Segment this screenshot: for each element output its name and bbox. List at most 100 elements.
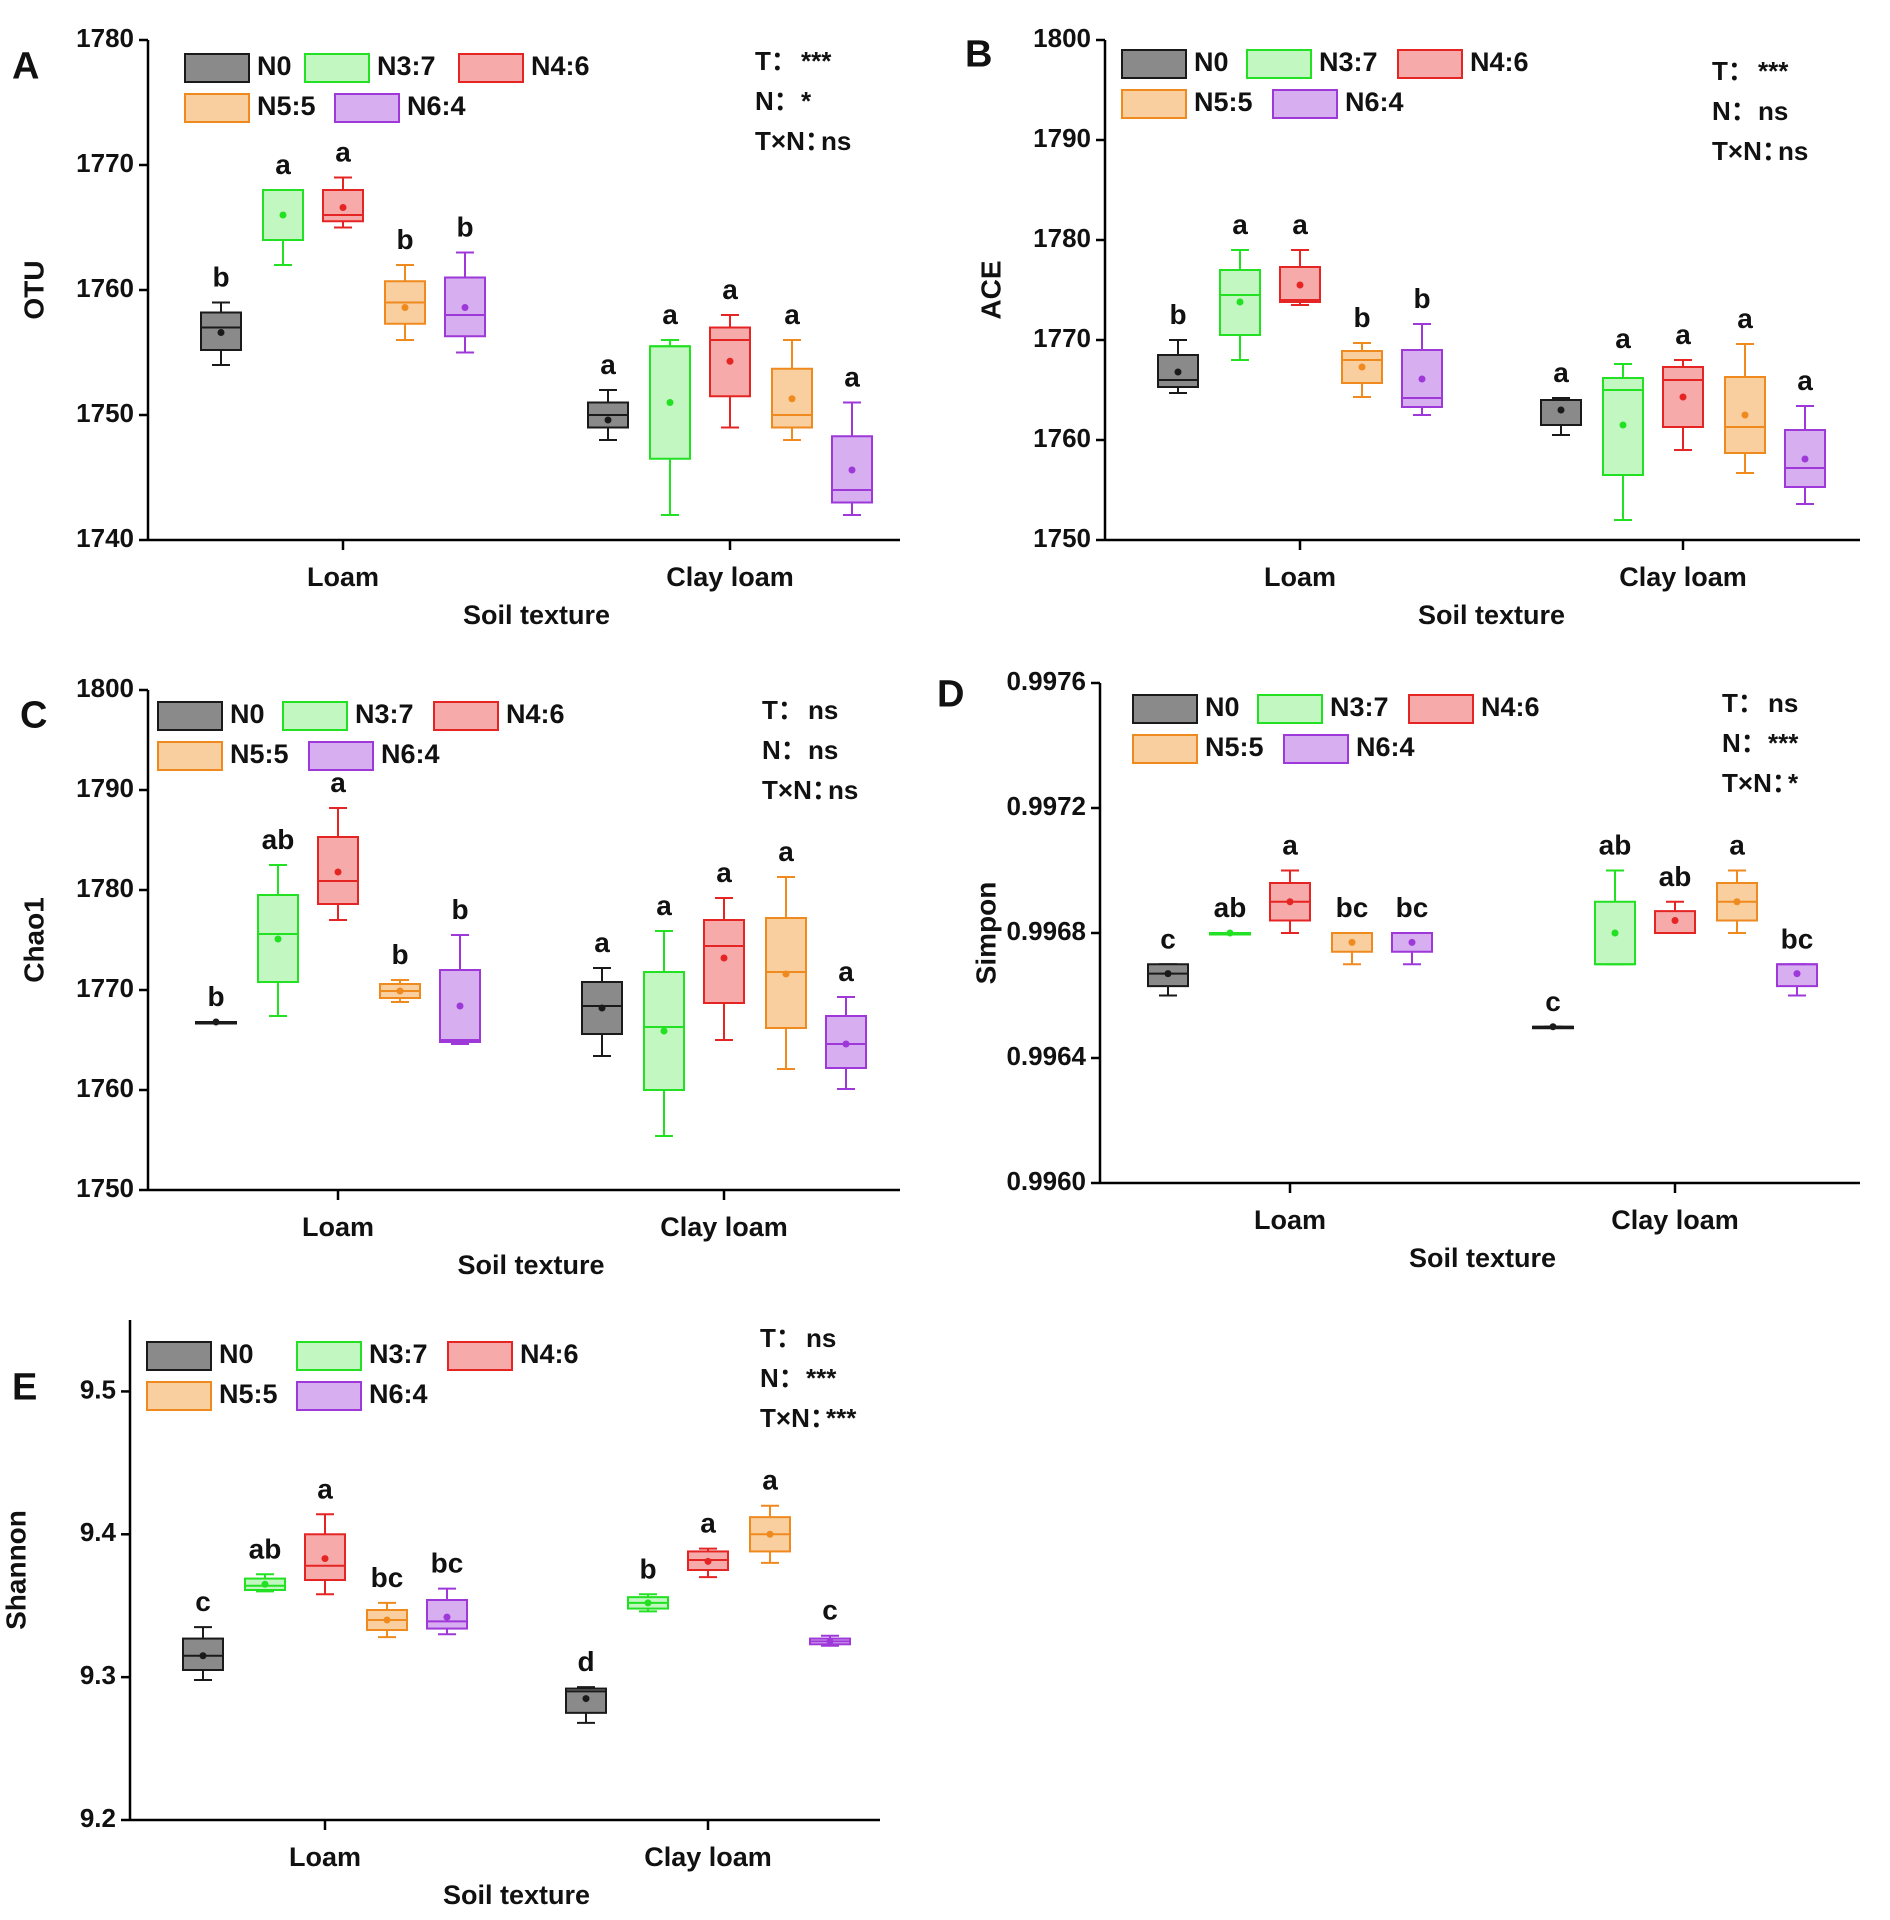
significance-letter: d — [577, 1646, 594, 1677]
significance-letter: a — [1737, 303, 1753, 334]
box-mean-point — [1611, 929, 1619, 937]
legend-item-N6-4: N6:4 — [334, 91, 466, 123]
legend-item-N0: N0 — [1121, 47, 1229, 79]
significance-letter: ab — [249, 1533, 282, 1564]
legend-label: N4:6 — [1470, 47, 1529, 77]
legend-label: N0 — [1205, 692, 1240, 722]
legend-item-N3-7: N3:7 — [282, 699, 414, 731]
legend-item-N6-4: N6:4 — [1283, 732, 1415, 764]
box-mean-point — [1549, 1023, 1557, 1031]
stat-value: * — [801, 86, 812, 116]
significance-letter: c — [1545, 986, 1561, 1017]
legend-swatch — [184, 93, 250, 123]
legend-label: N5:5 — [1205, 732, 1264, 762]
box-N3-7-loam: a — [1219, 209, 1261, 361]
panel-a: A 1740 1750 1760 1770 1780 OTU Loam Clay loam Soi… — [12, 23, 900, 630]
box-N5-5-clay-loam: a — [765, 836, 807, 1070]
stat-label: T×N： — [1712, 136, 1788, 166]
legend-label: N3:7 — [355, 699, 414, 729]
box-N5-5-loam: b — [384, 224, 426, 341]
legend-swatch — [1408, 694, 1474, 724]
stat-value: ns — [1778, 136, 1808, 166]
y-tick-label: 9.4 — [80, 1517, 117, 1547]
legend-swatch — [1257, 694, 1323, 724]
stat-value: ns — [806, 1323, 836, 1353]
box-mean-point — [644, 1599, 652, 1607]
stat-label: T×N： — [1722, 768, 1798, 798]
significance-letter: b — [1353, 302, 1370, 333]
significance-letter: ab — [262, 824, 295, 855]
significance-letter: b — [212, 262, 229, 293]
legend-swatch — [282, 701, 348, 731]
stat-value: ns — [1768, 688, 1798, 718]
legend-label: N0 — [257, 51, 292, 81]
box-N4-6-clay-loam: ab — [1654, 861, 1696, 934]
x-axis-label: Soil texture — [457, 1250, 604, 1280]
x-axis-label: Soil texture — [1418, 600, 1565, 630]
y-axis-label: OTU — [18, 260, 49, 319]
box-mean-point — [1741, 411, 1749, 419]
significance-letter: a — [784, 299, 800, 330]
box-N4-6-clay-loam: a — [1662, 319, 1704, 451]
significance-letter: b — [1169, 299, 1186, 330]
stat-label: N： — [755, 86, 800, 116]
box-N0-clay-loam: d — [565, 1646, 607, 1724]
significance-letter: c — [822, 1595, 838, 1626]
legend-label: N6:4 — [381, 739, 440, 769]
box-N0-clay-loam: c — [1532, 986, 1574, 1031]
significance-letter: b — [1413, 283, 1430, 314]
stat-value: *** — [801, 46, 832, 76]
box-N4-6-loam: a — [1269, 830, 1311, 934]
significance-letter: a — [600, 349, 616, 380]
legend-item-N3-7: N3:7 — [296, 1339, 428, 1371]
significance-letter: a — [1797, 365, 1813, 396]
y-tick-label: 9.5 — [80, 1374, 116, 1404]
box-N3-7-loam: ab — [1209, 892, 1251, 937]
legend-swatch — [458, 53, 524, 83]
box-mean-point — [339, 204, 347, 211]
box-N5-5-loam: b — [379, 939, 421, 1003]
box-mean-point — [660, 1027, 668, 1035]
legend-label: N5:5 — [257, 91, 316, 121]
y-tick-label: 1780 — [76, 873, 134, 903]
legend-item-N5-5: N5:5 — [146, 1379, 278, 1411]
y-tick-label: 1770 — [1033, 323, 1091, 353]
box-N0-clay-loam: a — [581, 927, 623, 1057]
box-mean-point — [274, 935, 282, 943]
legend-swatch — [296, 1381, 362, 1411]
significance-letter: a — [662, 299, 678, 330]
box-mean-point — [1348, 938, 1356, 946]
legend-item-N0: N0 — [1132, 692, 1240, 724]
box-mean-point — [334, 868, 342, 876]
panel-label: A — [12, 45, 39, 87]
legend-swatch — [1132, 734, 1198, 764]
box-N0-loam: b — [200, 262, 242, 366]
box-mean-point — [1358, 363, 1366, 371]
box-mean-point — [1296, 281, 1304, 289]
legend-swatch — [146, 1381, 212, 1411]
box-N6-4-loam: b — [1401, 283, 1443, 416]
stat-label: T： — [762, 695, 804, 725]
x-tick-label: Loam — [289, 1842, 361, 1872]
box-mean-point — [720, 954, 728, 962]
box-mean-point — [1164, 970, 1172, 978]
legend-label: N0 — [1194, 47, 1229, 77]
significance-letter: b — [391, 939, 408, 970]
y-tick-label: 1750 — [1033, 523, 1091, 553]
box-mean-point — [456, 1002, 464, 1010]
box-iqr — [565, 1687, 607, 1714]
box-mean-point — [1793, 970, 1801, 978]
x-tick-label: Loam — [307, 562, 379, 592]
box-N3-7-loam: ab — [244, 1533, 286, 1593]
box-N5-5-clay-loam: a — [1724, 303, 1766, 474]
significance-letter: b — [456, 212, 473, 243]
legend-item-N3-7: N3:7 — [1257, 692, 1389, 724]
box-N6-4-clay-loam: a — [1784, 365, 1826, 505]
y-tick-label: 1800 — [76, 673, 134, 703]
panel-c: C 1750 1760 1770 1780 1790 1800 Chao1 Loam Clay l… — [18, 673, 900, 1280]
box-N4-6-loam: a — [1279, 209, 1321, 306]
stat-label: T： — [760, 1323, 802, 1353]
stat-label: N： — [1712, 96, 1757, 126]
significance-letter: b — [207, 981, 224, 1012]
box-mean-point — [666, 399, 674, 406]
